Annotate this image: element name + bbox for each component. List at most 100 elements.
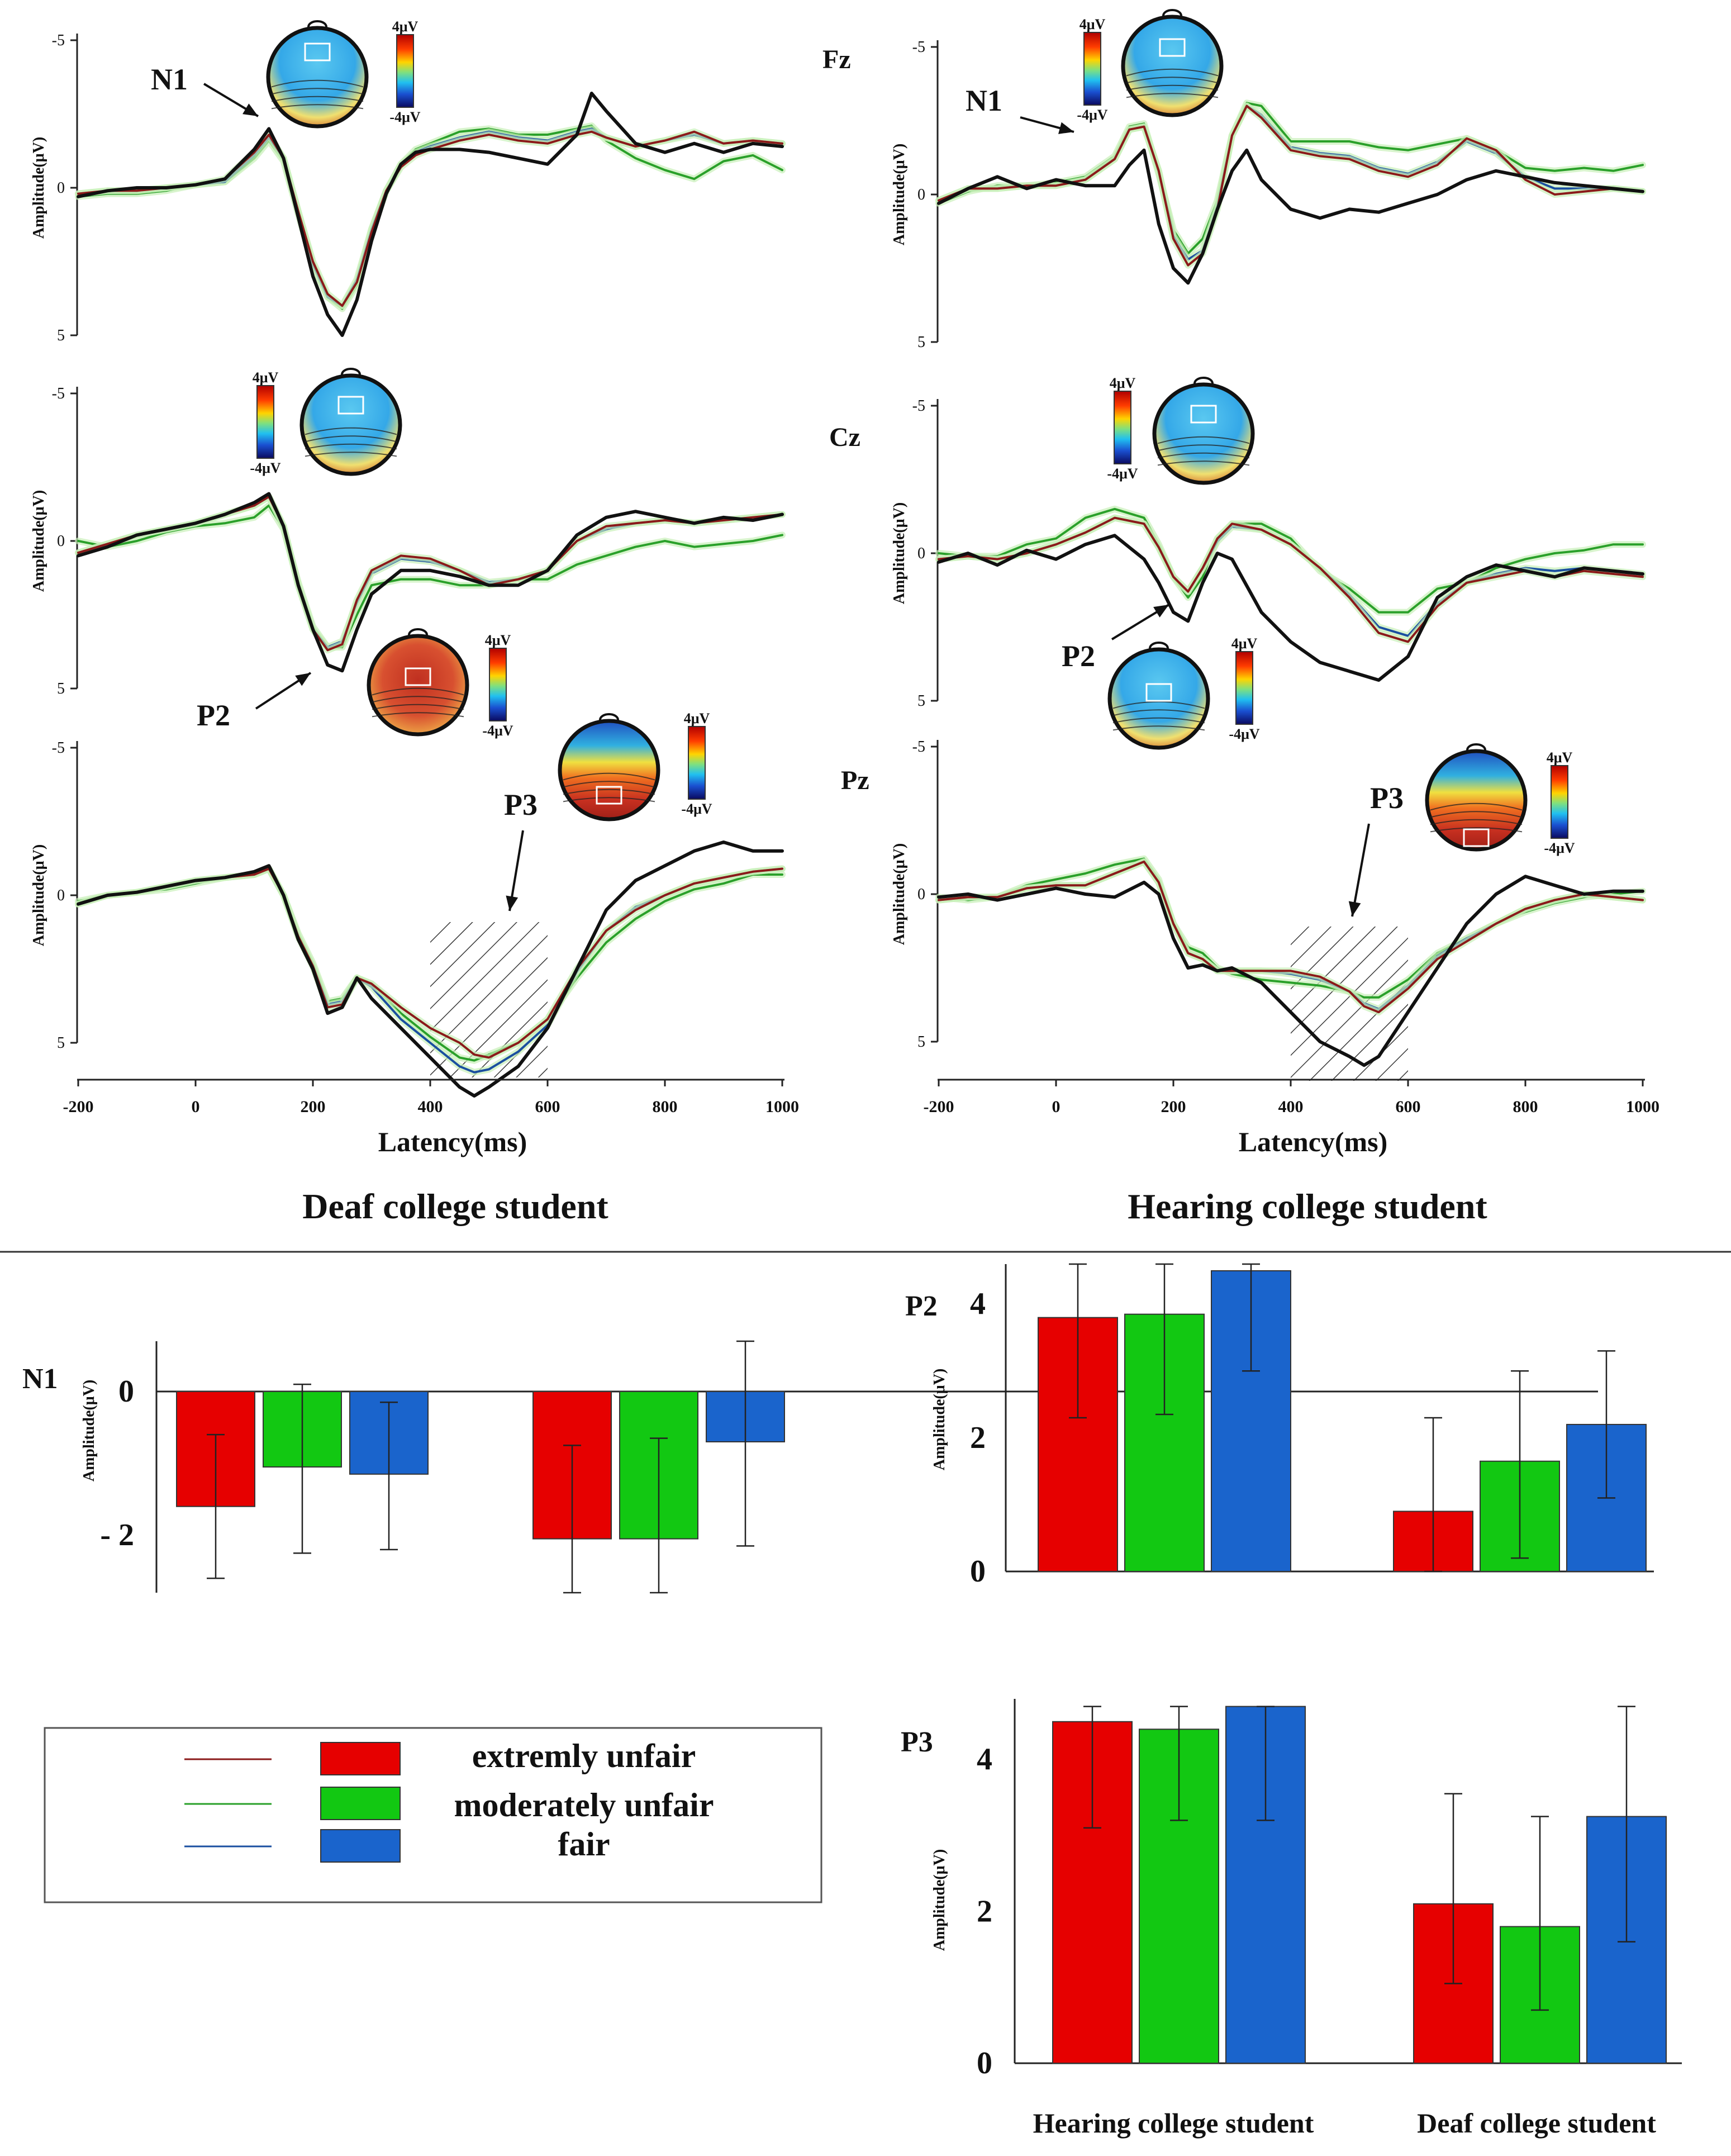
channel-label-cz: Cz (829, 422, 860, 452)
topo-hearing-fz-scalp (1121, 15, 1224, 117)
hearing-x-tick-label: 800 (1513, 1098, 1538, 1116)
topo-deaf-fz-scale-min: -4μV (389, 109, 420, 125)
p3-bar-y-tick-label: 2 (977, 1894, 992, 1929)
category-label-deaf: Deaf college student (1417, 2107, 1656, 2139)
deaf-p2-annotation: P2 (197, 699, 230, 732)
topo-hearing-p3-contour (1430, 802, 1523, 811)
deaf-pz-y-tick-label: 0 (57, 887, 65, 904)
hearing-cz-y-tick-label: 0 (917, 545, 925, 562)
topo-hearing-p3-roi-box (1463, 828, 1490, 847)
deaf-cz-y-tick-label: -5 (52, 385, 65, 402)
topo-hearing-fz-scale-max: 4μV (1080, 16, 1106, 32)
deaf-p2-arrow-head (295, 673, 311, 686)
hearing-cz-y-axis-label: Amplitude(μV) (891, 502, 908, 604)
deaf-fz-wave-extremly-unfair (77, 130, 783, 307)
topo-deaf-p2-contour (372, 696, 464, 703)
deaf-group-title: Deaf college student (302, 1186, 608, 1226)
topo-deaf-cz-contour (305, 452, 397, 457)
deaf-fz-wave-black (77, 92, 784, 337)
topo-hearing-cz-contour (1157, 460, 1250, 466)
topo-hearing-p2-contour (1112, 725, 1205, 731)
topo-hearing-p2-contour (1112, 701, 1205, 709)
topo-hearing-fz-contour (1126, 93, 1219, 98)
hearing-fz-y-tick-label: 5 (917, 334, 925, 351)
legend-label-moderate: moderately unfair (454, 1787, 714, 1823)
p2-bar-y-tick-label: 2 (970, 1421, 986, 1455)
topo-hearing-p2-scale-min: -4μV (1229, 726, 1259, 742)
hearing-pz-y-tick-label: 0 (917, 886, 925, 903)
topo-hearing-cz-colorbar (1114, 391, 1131, 464)
deaf-cz-y-axis-label: Amplitude(μV) (30, 490, 47, 592)
topo-hearing-p3-contour (1430, 819, 1523, 825)
topo-hearing-p3-scale-min: -4μV (1544, 840, 1575, 856)
deaf-fz-wave-halo (75, 128, 786, 310)
hearing-x-tick-label: 200 (1161, 1098, 1186, 1116)
hearing-pz-y-axis-label: Amplitude(μV) (891, 843, 908, 945)
topo-deaf-cz-contour (305, 443, 397, 450)
legend-swatch-moderate (320, 1787, 401, 1820)
topo-hearing-fz-contour (1126, 84, 1219, 91)
topo-hearing-p2-contour (1112, 717, 1205, 724)
hearing-x-tick-label: 400 (1278, 1098, 1304, 1116)
channel-label-pz: Pz (841, 766, 869, 795)
topo-deaf-cz-roi-box (337, 396, 364, 415)
hearing-fz-wave-black (937, 148, 1644, 285)
topo-deaf-p3-scale-min: -4μV (681, 801, 712, 817)
topo-deaf-p2-roi-box (405, 667, 431, 686)
hearing-n1-arrow-head (1058, 122, 1074, 134)
topo-hearing-p3-scale-max: 4μV (1547, 749, 1573, 766)
topo-hearing-p2-colorbar (1235, 651, 1253, 725)
topo-deaf-fz-contour (271, 88, 364, 95)
topo-deaf-p3-contour (563, 797, 655, 802)
topo-hearing-p2-scale-max: 4μV (1231, 635, 1258, 652)
deaf-cz-wave-moderately-unfair (77, 504, 783, 649)
legend-label-extreme: extremly unfair (472, 1737, 696, 1774)
hearing-group-title: Hearing college student (1128, 1186, 1487, 1226)
topo-deaf-fz-contour (271, 79, 364, 88)
topo-deaf-cz-contour (305, 427, 397, 435)
deaf-pz-y-tick-label: 5 (57, 1034, 65, 1052)
deaf-x-tick-label: 600 (535, 1098, 560, 1116)
topo-hearing-cz-scale-max: 4μV (1110, 375, 1136, 391)
deaf-x-tick-label: 1000 (765, 1098, 799, 1116)
topo-hearing-cz-contour (1157, 444, 1250, 452)
hearing-x-tick-label: 0 (1052, 1098, 1061, 1116)
hearing-x-tick-label: -200 (924, 1098, 954, 1116)
n1-bar-y-tick-label: 0 (118, 1374, 134, 1409)
topo-deaf-p3-colorbar (688, 726, 706, 800)
topo-deaf-p3-scalp (558, 719, 660, 821)
topo-deaf-fz-colorbar (396, 34, 414, 108)
deaf-x-tick-label: 0 (192, 1098, 200, 1116)
hearing-p2-arrow-head (1153, 605, 1169, 618)
topo-hearing-fz-colorbar (1083, 32, 1101, 106)
topo-deaf-fz-roi-box (304, 42, 331, 61)
topo-deaf-p2-contour (372, 687, 464, 696)
topo-hearing-p3-contour (1430, 811, 1523, 818)
topo-hearing-fz-contour (1126, 68, 1219, 77)
deaf-cz-wave-black (77, 492, 784, 673)
p2-bar-y-tick-label: 4 (970, 1287, 986, 1322)
topo-hearing-fz-scale-min: -4μV (1077, 107, 1107, 123)
hearing-pz-wave-extremly-unfair (938, 860, 1644, 1014)
p2-bar-panel-label: P2 (905, 1290, 938, 1322)
p3-bar-y-tick-label: 0 (977, 2046, 992, 2081)
hearing-x-tick-label: 600 (1396, 1098, 1421, 1116)
category-label-hearing: Hearing college student (1033, 2107, 1314, 2139)
deaf-cz-y-tick-label: 0 (57, 533, 65, 550)
legend-box (44, 1727, 822, 1903)
hearing-p2-annotation: P2 (1062, 639, 1095, 673)
deaf-fz-y-tick-label: 5 (57, 327, 65, 344)
deaf-p3-arrow-head (506, 895, 519, 911)
hearing-fz-wave-extremly-unfair (938, 105, 1644, 267)
hearing-x-tick-label: 1000 (1626, 1098, 1659, 1116)
deaf-x-tick-label: 400 (418, 1098, 443, 1116)
topo-hearing-fz-contour (1126, 77, 1219, 84)
deaf-n1-annotation: N1 (151, 63, 188, 96)
deaf-fz-y-tick-label: 0 (57, 179, 65, 197)
topo-hearing-p2-scalp (1107, 647, 1210, 750)
hearing-cz-wave-black (937, 534, 1644, 682)
deaf-n1-arrow-head (242, 103, 258, 116)
n1-bar-panel-label: N1 (22, 1363, 58, 1395)
topo-hearing-p3-contour (1430, 827, 1523, 833)
